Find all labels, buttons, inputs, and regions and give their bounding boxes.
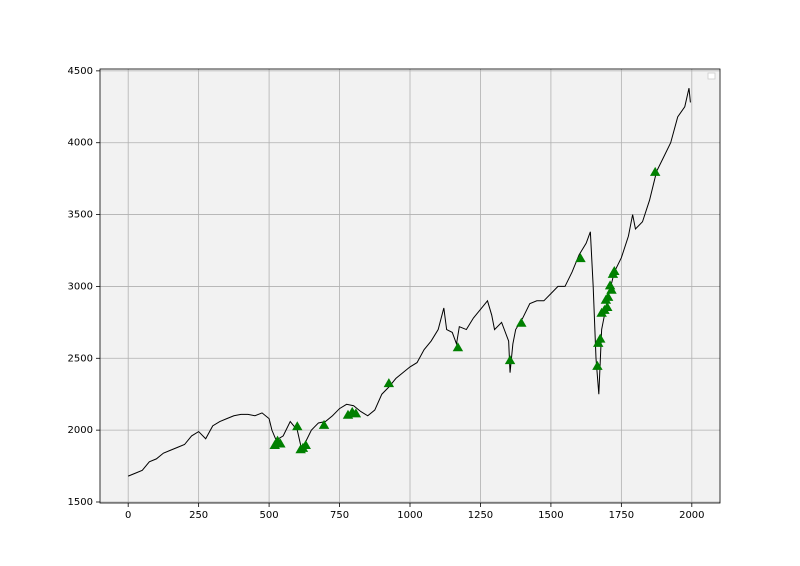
triangle-marker <box>606 284 617 294</box>
triangle-marker <box>292 421 303 431</box>
y-tick-label: 3000 <box>68 281 93 292</box>
x-tick-label: 250 <box>189 510 208 521</box>
triangle-marker <box>595 333 606 343</box>
x-tick-label: 0 <box>125 510 131 521</box>
triangle-marker <box>275 438 286 448</box>
x-tick-label: 750 <box>330 510 349 521</box>
grid <box>100 69 720 503</box>
y-tick-label: 3500 <box>68 210 93 221</box>
triangle-marker <box>300 439 311 449</box>
triangle-marker <box>504 355 516 365</box>
y-tick-label: 4000 <box>68 138 93 149</box>
x-tick-label: 1500 <box>538 510 563 521</box>
triangle-marker <box>609 266 620 276</box>
marks <box>127 88 691 477</box>
triangle-marker <box>452 342 464 352</box>
triangle-marker <box>516 317 527 327</box>
x-tick-label: 2000 <box>679 510 704 521</box>
y-tick-label: 2500 <box>68 353 93 364</box>
legend <box>707 72 716 80</box>
line <box>127 88 691 477</box>
triangle-marker <box>592 360 603 370</box>
y-tick-label: 4500 <box>68 66 93 77</box>
y-tick-label: 1500 <box>68 497 93 508</box>
triangle-marker <box>602 291 614 301</box>
triangle-marker <box>318 419 330 429</box>
x-tick-label: 1250 <box>468 510 493 521</box>
triangle-marker <box>649 166 661 176</box>
x-tick-label: 1000 <box>397 510 422 521</box>
x-tick-label: 1750 <box>609 510 634 521</box>
triangle-marker <box>602 301 613 311</box>
triangle-marker <box>350 408 362 418</box>
triangle-marker <box>383 378 395 388</box>
x-tick-label: 500 <box>260 510 279 521</box>
y-tick-label: 2000 <box>68 425 93 436</box>
triangle-marker <box>575 253 586 263</box>
